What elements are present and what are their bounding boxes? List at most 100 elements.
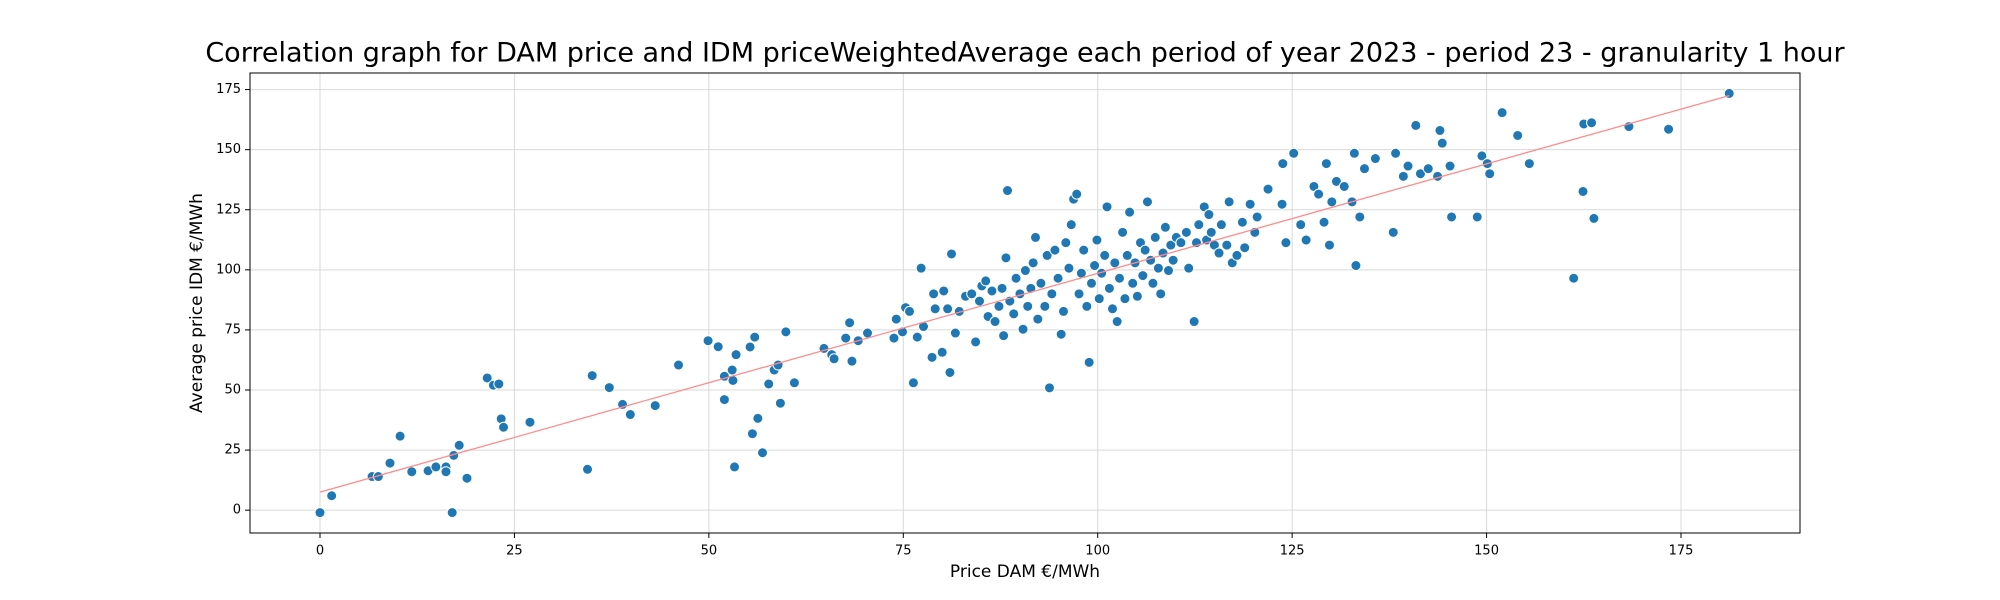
point (1512, 129, 1524, 141)
point (1588, 212, 1600, 224)
point (1280, 237, 1292, 249)
y-tick-label: 125 (216, 202, 241, 217)
point (1139, 244, 1151, 256)
chart-title: Correlation graph for DAM price and IDM … (205, 38, 1845, 69)
point (1586, 117, 1598, 129)
point (1052, 272, 1064, 284)
point (828, 353, 840, 365)
point (1063, 262, 1075, 274)
point (1203, 209, 1215, 221)
y-axis-label: Average price IDM €/MWh (187, 193, 207, 413)
point (926, 351, 938, 363)
point (1029, 231, 1041, 243)
point (394, 430, 406, 442)
point (1109, 257, 1121, 269)
x-tick-label: 75 (895, 544, 912, 559)
point (1205, 226, 1217, 238)
point (1320, 158, 1332, 170)
point (1022, 300, 1034, 312)
point (1008, 308, 1020, 320)
point (1193, 219, 1205, 231)
x-tick-label: 150 (1474, 544, 1499, 559)
point (1323, 239, 1335, 251)
point (718, 394, 730, 406)
point (1043, 382, 1055, 394)
point (1387, 226, 1399, 238)
point (1436, 137, 1448, 149)
point (1568, 272, 1580, 284)
point (1046, 288, 1058, 300)
point (1231, 249, 1243, 261)
point (493, 378, 505, 390)
point (1239, 242, 1251, 254)
y-tick-label: 150 (216, 142, 241, 157)
point (1223, 196, 1235, 208)
point (1295, 219, 1307, 231)
point (446, 507, 458, 519)
point (1000, 252, 1012, 264)
point (1127, 277, 1139, 289)
point (1215, 219, 1227, 231)
point (524, 416, 536, 428)
point (936, 346, 948, 358)
point (582, 463, 594, 475)
point (1078, 244, 1090, 256)
point (774, 397, 786, 409)
point (1155, 288, 1167, 300)
point (1137, 270, 1149, 282)
point (1213, 247, 1225, 259)
x-tick-label: 175 (1669, 544, 1694, 559)
point (1035, 277, 1047, 289)
point (1119, 293, 1131, 305)
point (1577, 185, 1589, 197)
point (772, 359, 784, 371)
point (1444, 160, 1456, 172)
point (440, 466, 452, 478)
point (915, 262, 927, 274)
point (1369, 153, 1381, 165)
point (944, 366, 956, 378)
point (1091, 234, 1103, 246)
point (1326, 196, 1338, 208)
point (1113, 272, 1125, 284)
point (1141, 196, 1153, 208)
point (763, 378, 775, 390)
point (702, 335, 714, 347)
point (1318, 216, 1330, 228)
x-tick-label: 50 (701, 544, 718, 559)
x-tick-label: 0 (316, 544, 324, 559)
point (996, 282, 1008, 294)
point (1390, 147, 1402, 159)
point (1085, 277, 1097, 289)
point (970, 336, 982, 348)
point (788, 377, 800, 389)
point (744, 341, 756, 353)
point (1188, 316, 1200, 328)
point (844, 317, 856, 329)
point (1175, 237, 1187, 249)
point (1083, 356, 1095, 368)
point (461, 472, 473, 484)
point (1027, 257, 1039, 269)
point (1081, 300, 1093, 312)
point (1358, 163, 1370, 175)
point (1471, 211, 1483, 223)
point (453, 439, 465, 451)
point (1152, 262, 1164, 274)
point (1060, 237, 1072, 249)
x-tick-label: 100 (1085, 544, 1110, 559)
point (498, 421, 510, 433)
point (1397, 170, 1409, 182)
point (846, 355, 858, 367)
point (746, 428, 758, 440)
point (1348, 147, 1360, 159)
point (326, 490, 338, 502)
point (1103, 282, 1115, 294)
point (1277, 158, 1289, 170)
point (890, 313, 902, 325)
point (1162, 265, 1174, 277)
point (928, 288, 940, 300)
point (998, 330, 1010, 342)
point (1065, 219, 1077, 231)
point (946, 248, 958, 260)
